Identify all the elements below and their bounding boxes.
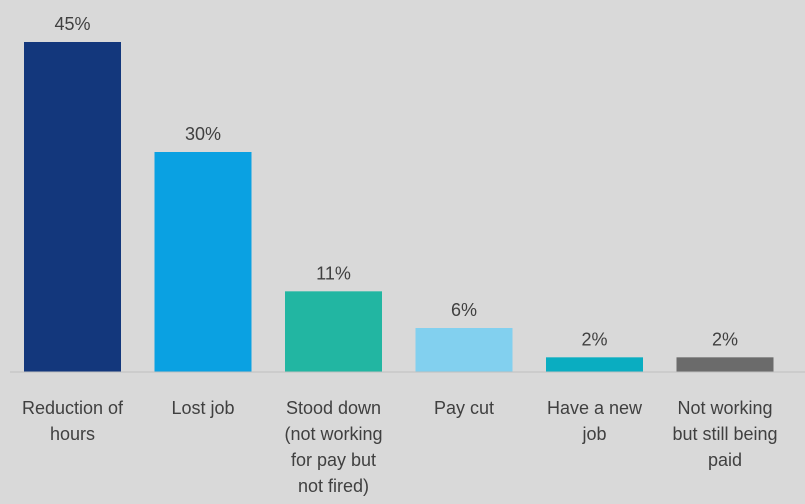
- category-label-line: Lost job: [171, 398, 234, 418]
- bar-5: [546, 357, 643, 372]
- category-label-line: Stood down: [286, 398, 381, 418]
- category-label-line: but still being: [672, 424, 777, 444]
- value-label-4: 6%: [451, 300, 477, 320]
- category-label-line: for pay but: [291, 450, 376, 470]
- category-label-line: paid: [708, 450, 742, 470]
- value-label-3: 11%: [316, 263, 351, 283]
- category-label-line: (not working: [284, 424, 382, 444]
- category-label-line: Have a new: [547, 398, 643, 418]
- bar-6: [676, 357, 774, 372]
- category-label-1: Reduction of hours: [22, 398, 124, 444]
- category-label-line: job: [581, 424, 606, 444]
- category-label-line: Not working: [677, 398, 772, 418]
- bars-group: [24, 42, 774, 372]
- category-label-3: Stood down (not working for pay but not fir…: [284, 398, 382, 496]
- value-label-5: 2%: [581, 329, 607, 349]
- bar-1: [24, 42, 121, 372]
- category-label-line: hours: [50, 424, 95, 444]
- category-labels-group: Reduction of hours Lost job Stood down (not …: [22, 398, 778, 496]
- category-label-4: Pay cut: [434, 398, 494, 418]
- value-label-1: 45%: [54, 14, 90, 34]
- category-label-line: Reduction of: [22, 398, 124, 418]
- category-label-line: not fired): [298, 476, 369, 496]
- bar-4: [415, 328, 513, 372]
- value-label-2: 30%: [185, 124, 221, 144]
- category-label-line: Pay cut: [434, 398, 494, 418]
- category-label-2: Lost job: [171, 398, 234, 418]
- category-label-6: Not working but still being paid: [672, 398, 777, 470]
- value-label-6: 2%: [712, 329, 738, 349]
- bar-2: [154, 152, 252, 372]
- category-label-5: Have a new job: [547, 398, 643, 444]
- value-labels-group: 45% 30% 11% 6% 2% 2%: [54, 14, 738, 349]
- bar-3: [285, 291, 382, 372]
